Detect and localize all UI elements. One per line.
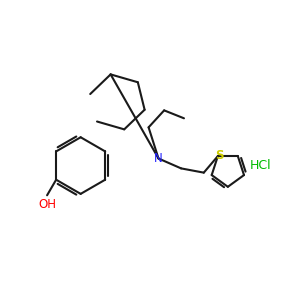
Text: OH: OH [38,198,56,211]
Text: HCl: HCl [250,159,271,172]
Text: N: N [154,152,163,165]
Text: S: S [215,149,224,162]
